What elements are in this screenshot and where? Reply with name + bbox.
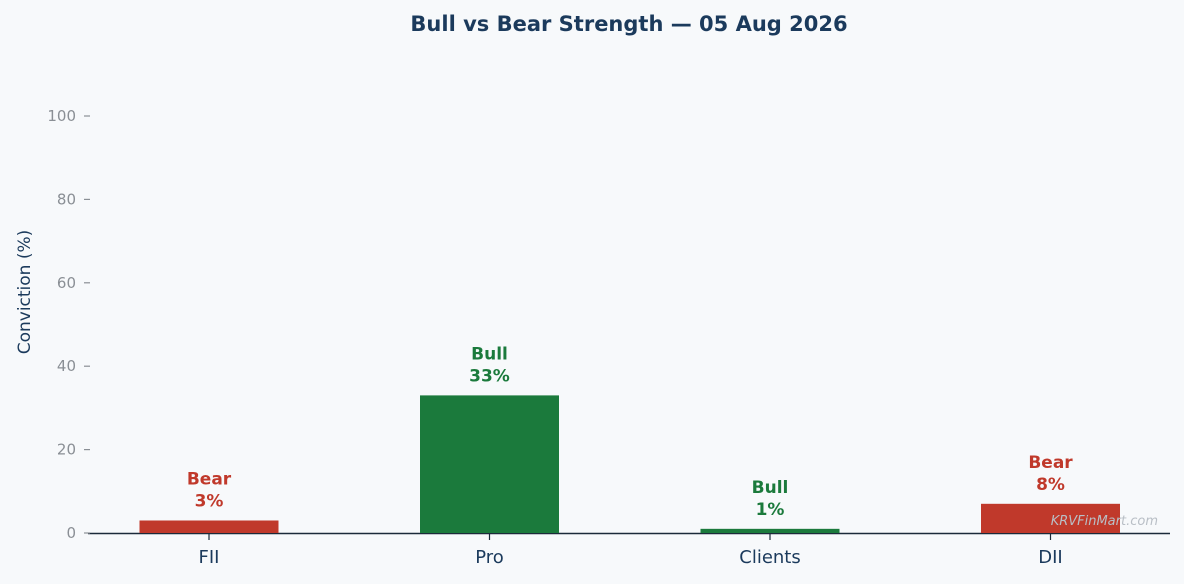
- y-tick-label: 0: [66, 524, 76, 542]
- bar-sentiment-label: Bull: [471, 344, 508, 364]
- x-tick-label: Pro: [475, 547, 504, 568]
- bar-value-label: 33%: [469, 366, 510, 386]
- y-axis-ticks: 0 20 40 60 80 100: [47, 107, 90, 542]
- bar-sentiment-label: Bear: [1028, 453, 1073, 473]
- y-axis-label: Conviction (%): [15, 230, 35, 355]
- bar-value-label: 3%: [195, 491, 224, 511]
- bar-sentiment-label: Bull: [752, 478, 789, 498]
- bar-value-label: 1%: [756, 500, 785, 520]
- x-tick-label: FII: [199, 547, 220, 568]
- x-tick-label: Clients: [739, 547, 801, 568]
- x-tick-label: DII: [1038, 547, 1062, 568]
- y-tick-label: 60: [57, 274, 76, 292]
- bar-pro: [420, 395, 559, 533]
- y-tick-label: 40: [57, 357, 76, 375]
- y-tick-label: 80: [57, 190, 76, 208]
- x-axis-ticks: FII Pro Clients DII: [199, 534, 1063, 568]
- bar-dii: [981, 503, 1120, 533]
- chart-title: Bull vs Bear Strength — 05 Aug 2026: [410, 12, 847, 36]
- y-tick-label: 20: [57, 441, 76, 459]
- bar-fii: [139, 520, 279, 533]
- y-tick-label: 100: [47, 107, 76, 125]
- bar-sentiment-label: Bear: [187, 469, 232, 489]
- bar-clients: [700, 528, 840, 533]
- bars-group: [139, 395, 1120, 533]
- watermark: KRVFinMart.com: [1051, 514, 1158, 529]
- bar-value-label: 8%: [1036, 475, 1065, 495]
